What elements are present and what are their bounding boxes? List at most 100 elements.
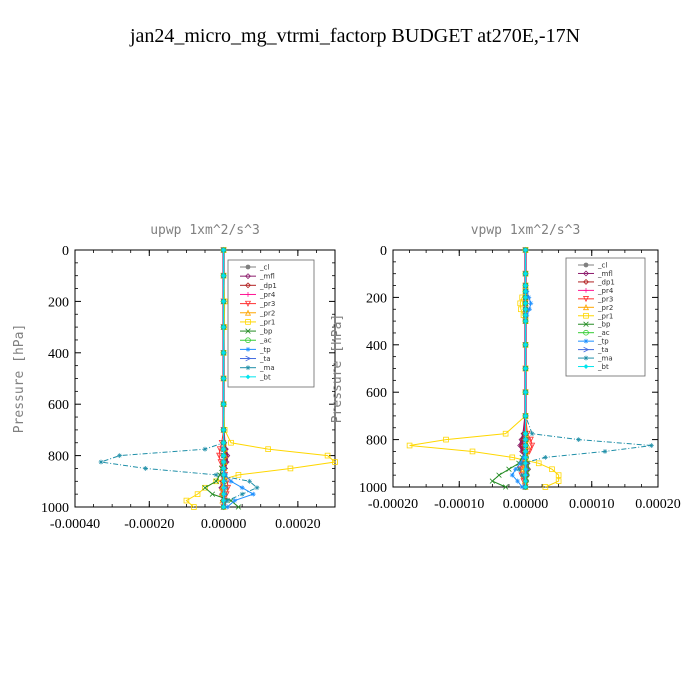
legend: _cl_mfl_dp1_pr4_pr3_pr2_pr1_bp_ac_tp_ta_… <box>565 257 646 377</box>
data-point_pr1 <box>555 478 562 484</box>
legend-marker_pr1 <box>583 312 589 319</box>
series-line_bp <box>491 250 526 488</box>
data-point_pr1 <box>542 484 549 490</box>
chart-panel-2: vpwp 1xm^2/s^3 Pressure [hPa] 0 200 400 600 80… <box>330 223 681 512</box>
data-point_bt <box>523 413 528 419</box>
x-tick-label: 0.00000 <box>503 497 549 512</box>
data-point_bt <box>523 247 528 253</box>
legend-marker_pr1 <box>245 319 251 325</box>
panel-title: upwp 1xm^2/s^3 <box>150 223 260 238</box>
legend-marker_dp1 <box>583 278 589 285</box>
x-tick-label: -0.00040 <box>50 517 100 532</box>
data-point_bt <box>523 437 528 442</box>
legend-marker_bt <box>245 374 251 380</box>
data-point_bt <box>523 342 528 348</box>
data-point_ma <box>224 498 230 503</box>
legend-label_pr3: _pr3 <box>259 300 275 308</box>
y-tick-label: 800 <box>366 434 387 449</box>
data-point_bt <box>221 459 226 465</box>
data-point_pr1 <box>509 454 516 461</box>
legend-marker_ac <box>583 329 589 336</box>
legend-label_tp: _tp <box>259 346 271 354</box>
series-line_pr1 <box>409 250 560 488</box>
data-point_bt <box>221 478 226 484</box>
legend-label_pr3: _pr3 <box>597 295 613 303</box>
data-point_ma <box>602 449 608 454</box>
data-point_pr3 <box>527 436 534 443</box>
data-point_bp <box>209 491 216 497</box>
data-point_pr1 <box>202 484 208 491</box>
y-tick-label: 400 <box>366 339 387 354</box>
data-point_bp <box>506 466 512 472</box>
data-point_bt <box>221 273 226 279</box>
data-point_pr3 <box>216 452 223 459</box>
y-tick-label: 800 <box>48 450 69 465</box>
legend-box <box>227 259 315 388</box>
data-point_tp <box>509 472 515 478</box>
data-point_pr1 <box>535 460 542 467</box>
data-point_pr1 <box>443 436 449 443</box>
data-point_tp <box>513 466 518 472</box>
data-point_bt <box>523 300 528 306</box>
data-point_bp <box>235 504 242 510</box>
legend-marker_dp1 <box>245 282 251 289</box>
x-tick-label: 0.00020 <box>635 497 681 512</box>
figure-title: jan24_micro_mg_vtrmi_factorp BUDGET at27… <box>129 25 580 47</box>
legend-marker_mfl <box>245 273 251 280</box>
legend-label_pr1: _pr1 <box>597 312 613 320</box>
legend-marker_pr3 <box>582 296 590 303</box>
data-point_bt <box>221 299 226 304</box>
data-point_bt <box>523 318 528 324</box>
legend-marker_ac <box>245 337 251 344</box>
data-point_bt <box>221 247 226 253</box>
data-point_tp <box>528 300 534 306</box>
data-point_tp <box>228 478 234 484</box>
data-point_tp <box>527 306 532 312</box>
data-point_ma <box>213 472 219 478</box>
data-point_pr1 <box>287 465 294 472</box>
data-point_bt <box>221 324 226 330</box>
data-point_bt <box>221 427 226 433</box>
data-point_ma <box>529 431 535 437</box>
y-tick-label: 400 <box>48 347 69 362</box>
data-point_bt <box>523 466 528 472</box>
data-point_pr1 <box>228 439 234 446</box>
data-point_bt <box>221 491 226 497</box>
legend-marker_cl <box>245 264 251 270</box>
data-point_tp <box>250 491 256 497</box>
data-point_pr1 <box>194 491 201 497</box>
y-tick-label: 0 <box>62 244 69 259</box>
data-point_bp <box>496 472 502 478</box>
legend-label_bt: _bt <box>597 363 609 371</box>
legend-marker_cl <box>583 262 589 268</box>
data-point_ma <box>239 491 245 497</box>
legend-marker_bp <box>583 321 589 327</box>
data-point_bt <box>221 485 226 491</box>
legend-marker_ma <box>245 365 251 371</box>
y-tick-label: 600 <box>48 398 69 413</box>
legend-label_mfl: _mfl <box>597 270 613 278</box>
data-point_bt <box>523 283 528 288</box>
data-point_ma <box>516 466 522 472</box>
data-point_pr1 <box>213 478 219 485</box>
data-point_ma <box>576 437 581 442</box>
data-point_ma <box>519 460 525 466</box>
legend-label_ac: _ac <box>259 337 272 345</box>
legend-marker_ta <box>583 346 590 353</box>
x-tick-label: 0.00010 <box>569 497 615 512</box>
y-tick-label: 1000 <box>41 501 69 516</box>
data-point_tp <box>519 484 525 490</box>
legend-label_ac: _ac <box>597 329 610 337</box>
legend-label_dp1: _dp1 <box>597 278 615 286</box>
legend-marker_bp <box>245 328 251 334</box>
legend-label_bp: _bp <box>259 328 273 336</box>
legend-label_dp1: _dp1 <box>259 282 277 290</box>
data-point_bt <box>523 431 528 437</box>
x-tick-label: -0.00010 <box>434 497 484 512</box>
legend-label_pr4: _pr4 <box>597 287 614 295</box>
legend-box <box>565 257 646 377</box>
data-point_bt <box>523 389 528 395</box>
x-tick-label: -0.00020 <box>368 497 418 512</box>
data-point_ma <box>117 453 122 458</box>
